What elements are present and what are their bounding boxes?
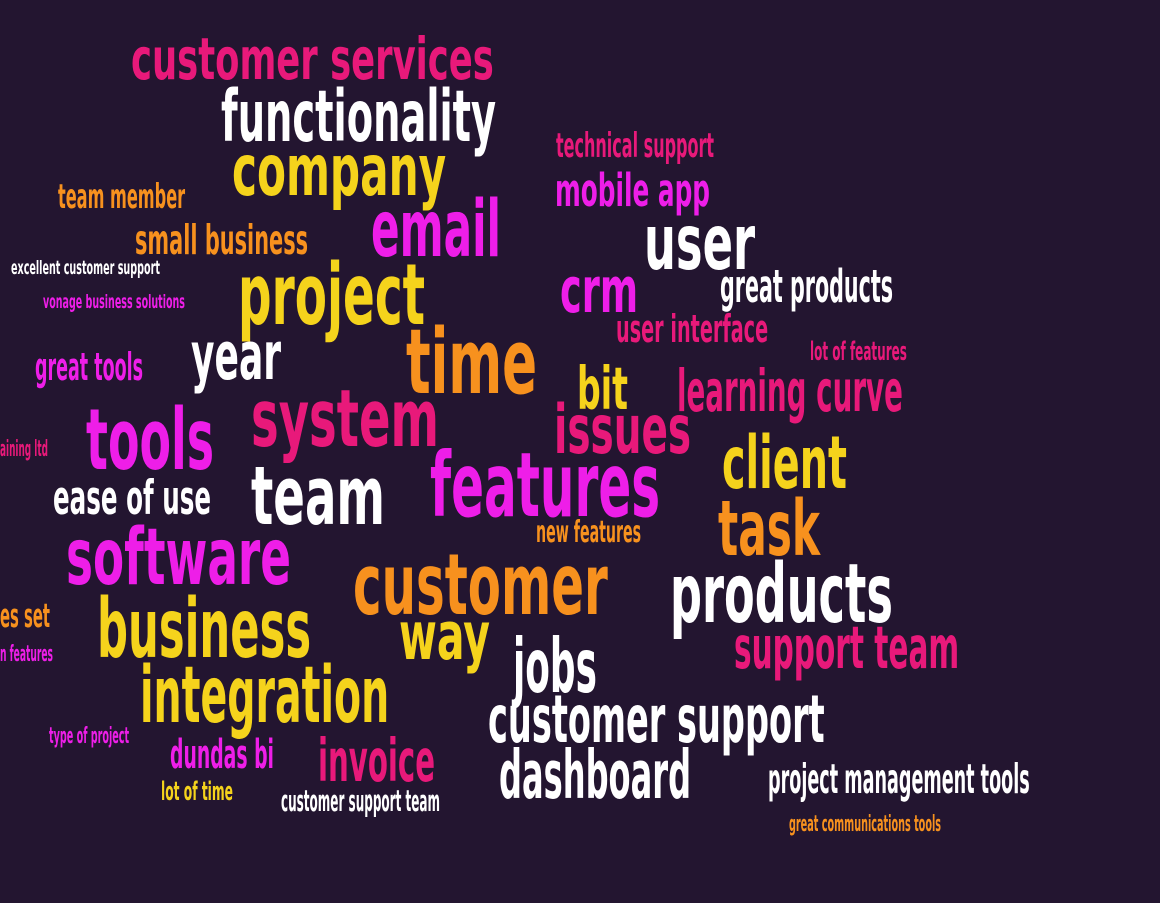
- word-invoice: invoice: [318, 726, 436, 795]
- word-es-set: es set: [0, 596, 50, 635]
- word-customer: customer: [353, 536, 608, 635]
- word-bit: bit: [577, 354, 628, 423]
- word-great-communications-tools: great communications tools: [789, 812, 942, 837]
- word-user-interface: user interface: [616, 307, 769, 351]
- word-n-features: n features: [0, 642, 53, 667]
- word-great-products: great products: [720, 260, 894, 313]
- word-business: business: [97, 582, 312, 677]
- word-project: project: [238, 246, 426, 345]
- word-customer-support: customer support: [488, 681, 825, 758]
- word-support-team: support team: [734, 613, 960, 682]
- word-small-business: small business: [135, 216, 309, 264]
- word-excellent-customer-support: excellent customer support: [11, 257, 160, 279]
- word-mobile-app: mobile app: [555, 164, 711, 217]
- word-technical-support: technical support: [556, 126, 715, 166]
- word-user: user: [644, 199, 756, 288]
- word-aining-ltd: aining ltd: [0, 437, 48, 462]
- word-learning-curve: learning curve: [677, 357, 903, 425]
- word-new-features: new features: [536, 515, 642, 550]
- word-features: features: [430, 433, 661, 537]
- word-team-member: team member: [58, 177, 186, 217]
- word-task: task: [718, 485, 821, 574]
- word-lot-of-features: lot of features: [810, 337, 907, 367]
- word-products: products: [670, 547, 893, 642]
- word-dashboard: dashboard: [499, 736, 692, 814]
- word-team: team: [251, 450, 386, 544]
- word-tools: tools: [86, 391, 215, 490]
- word-client: client: [722, 421, 847, 506]
- word-crm: crm: [560, 254, 639, 327]
- word-customer-support-team: customer support team: [281, 784, 441, 818]
- word-vonage-business-solutions: vonage business solutions: [43, 291, 185, 313]
- word-customer-services: customer services: [131, 25, 494, 93]
- word-project-management-tools: project management tools: [768, 755, 1030, 803]
- word-issues: issues: [554, 391, 692, 470]
- word-lot-of-time: lot of time: [161, 777, 234, 807]
- word-year: year: [191, 317, 282, 395]
- word-type-of-project: type of project: [49, 724, 130, 749]
- word-great-tools: great tools: [35, 345, 143, 389]
- word-way: way: [399, 597, 491, 675]
- word-email: email: [371, 185, 502, 275]
- word-ease-of-use: ease of use: [53, 471, 212, 526]
- word-integration: integration: [140, 651, 390, 741]
- word-time: time: [406, 310, 538, 415]
- word-system: system: [251, 373, 440, 465]
- word-dundas-bi: dundas bi: [170, 732, 275, 778]
- word-jobs: jobs: [513, 622, 597, 710]
- word-software: software: [66, 513, 292, 603]
- word-functionality: functionality: [221, 75, 497, 158]
- word-company: company: [232, 129, 447, 212]
